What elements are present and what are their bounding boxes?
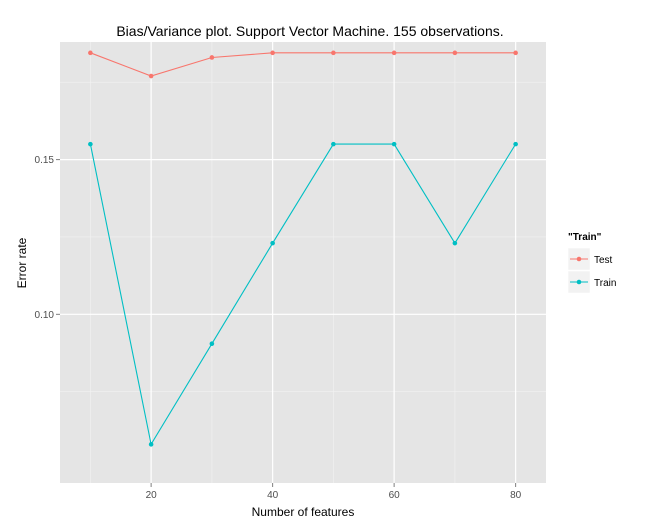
data-point-train [331, 141, 336, 147]
x-tick-label: 80 [510, 490, 522, 501]
x-tick-label: 60 [389, 490, 401, 501]
data-point-test [331, 50, 336, 56]
legend-title: "Train" [568, 232, 602, 243]
data-point-test [391, 50, 397, 56]
legend-label-test: Test [594, 255, 613, 266]
y-tick-label: 0.10 [35, 310, 55, 321]
data-point-train [391, 141, 397, 147]
chart-title: Bias/Variance plot. Support Vector Machi… [116, 23, 503, 39]
data-point-train [513, 141, 518, 147]
legend-point-train [576, 279, 582, 285]
data-point-test [88, 50, 93, 56]
data-point-test [148, 73, 154, 79]
legend-items: Test Train [567, 247, 616, 294]
grid-lines [60, 42, 546, 483]
data-point-test [452, 50, 458, 56]
legend-point-test [576, 256, 582, 262]
legend: "Train" Test Train [567, 232, 616, 294]
data-point-train [452, 240, 458, 246]
data-point-test [513, 50, 518, 56]
y-axis-title: Error rate [15, 237, 29, 288]
data-point-train [209, 341, 215, 347]
data-point-test [270, 50, 275, 56]
data-point-train [270, 240, 275, 246]
axes: 20 40 60 80 0.10 0.15 [35, 155, 522, 501]
x-tick-label: 20 [146, 490, 158, 501]
y-tick-label: 0.15 [35, 155, 55, 166]
plot-panel [60, 42, 546, 483]
x-axis-title: Number of features [252, 505, 355, 519]
series-line-train [89, 143, 517, 446]
data-point-train [148, 442, 154, 447]
data-point-train [88, 141, 93, 147]
x-tick-label: 40 [267, 490, 279, 501]
data-point-test [209, 55, 215, 60]
series-layer [88, 50, 518, 447]
legend-label-train: Train [594, 278, 616, 289]
series-line-test [90, 52, 516, 77]
